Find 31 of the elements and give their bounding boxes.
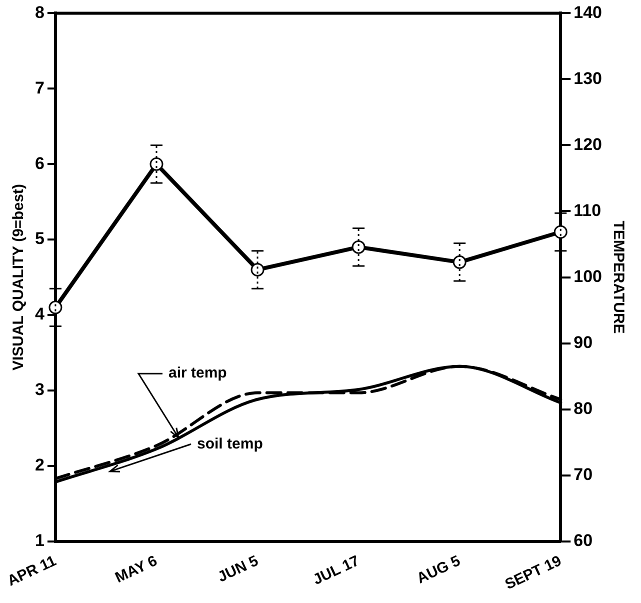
y2-tick-label: 130 [574,68,602,88]
y2-tick-label: 70 [574,464,593,484]
x-tick-label: MAY 6 [112,552,160,587]
y-tick-label: 4 [34,304,45,324]
y2-tick-label: 120 [574,134,602,154]
y2-axis-title: TEMPERATURE [610,220,627,334]
x-tick-label: AUG 5 [414,552,464,588]
y-tick-label: 1 [34,531,44,550]
y-axis-title: VISUAL QUALITY (9=best) [10,184,28,371]
y-tick-label: 8 [34,2,44,22]
y2-tick-label: 140 [574,2,602,22]
series-label: soil temp [197,435,263,452]
point [452,255,466,269]
series-label: air temp [168,364,227,382]
y-tick-label: 6 [34,154,44,173]
point [150,157,164,171]
x-tick-label: JUL 17 [310,552,362,589]
y2-tick-label: 110 [574,200,602,220]
x-tick-label: SEPT 19 [502,552,564,594]
x-tick-label: APR 11 [4,552,59,590]
y-tick-label: 3 [34,380,44,400]
y-tick-label: 7 [34,78,44,98]
y-tick-label: 5 [34,229,44,248]
y-tick-label: 2 [34,456,44,475]
x-tick-label: JUN 5 [215,552,261,586]
y2-tick-label: 90 [574,332,593,352]
y2-tick-label: 100 [574,266,602,286]
y2-tick-label: 60 [574,531,593,550]
point [250,262,264,276]
point [352,240,366,254]
y2-tick-label: 80 [574,398,593,418]
